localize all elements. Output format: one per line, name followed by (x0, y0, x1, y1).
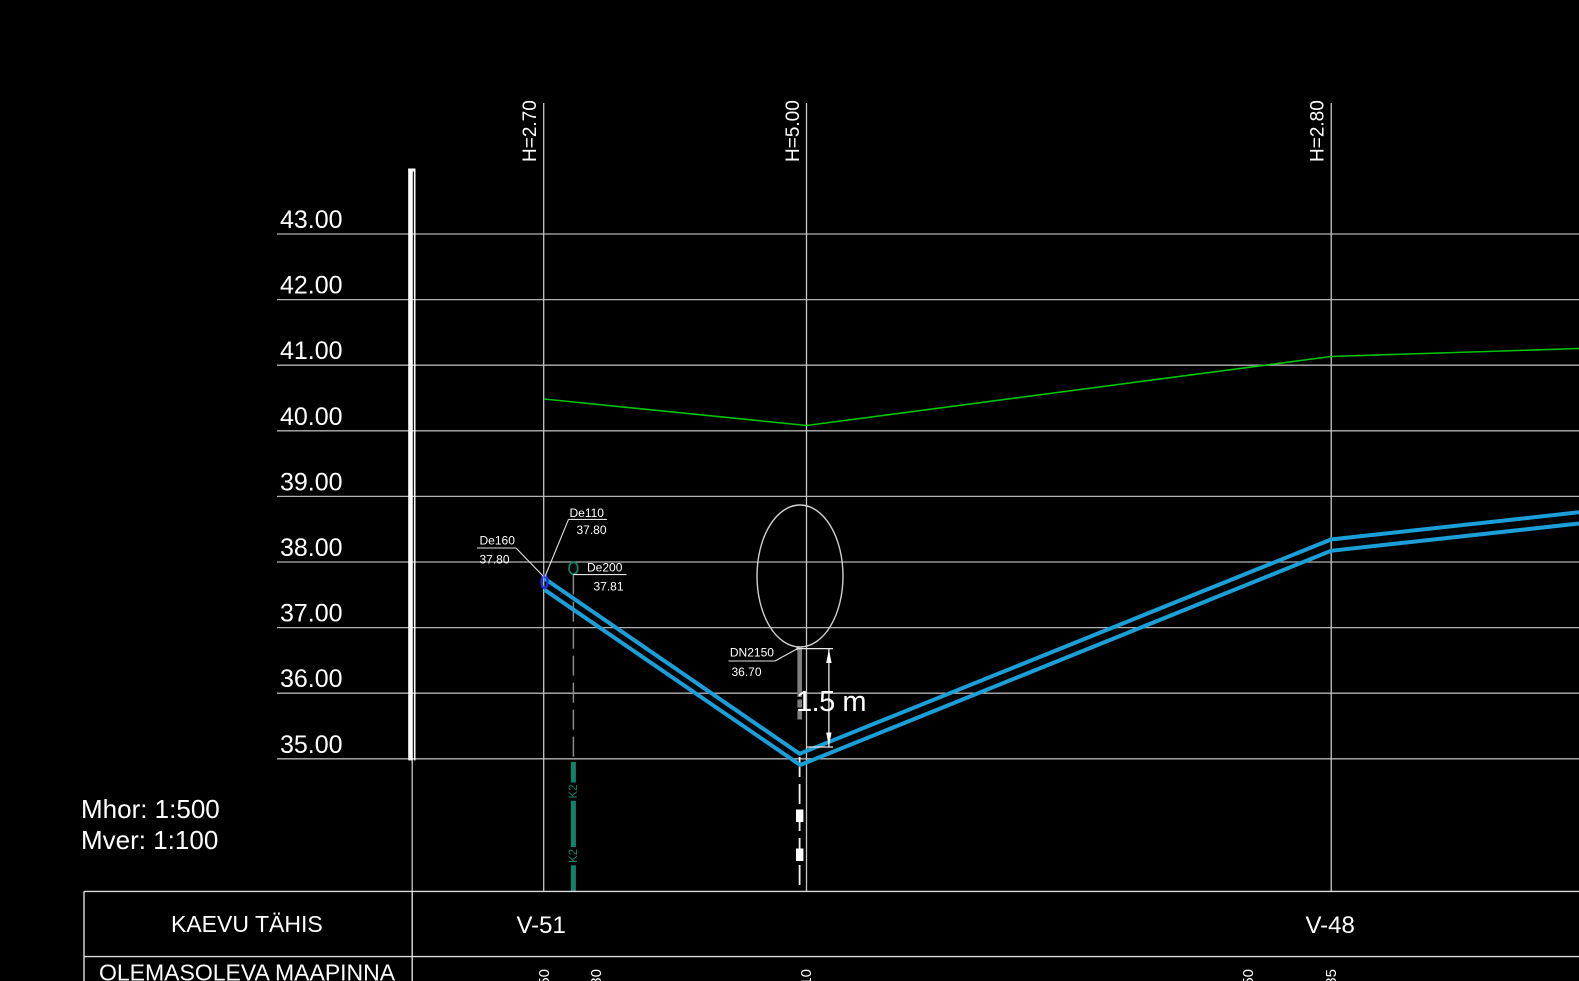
svg-text:H=2.70: H=2.70 (520, 100, 541, 162)
svg-text:K2: K2 (568, 849, 580, 863)
svg-text:35.00: 35.00 (280, 731, 343, 759)
svg-text:De200: De200 (587, 561, 623, 575)
svg-text:1.5 m: 1.5 m (796, 686, 866, 718)
svg-text:40.50: 40.50 (536, 969, 553, 981)
svg-text:OLEMASOLEVA MAAPINNA: OLEMASOLEVA MAAPINNA (99, 960, 396, 981)
svg-text:36.70: 36.70 (732, 665, 762, 679)
svg-text:40.00: 40.00 (280, 403, 343, 431)
svg-text:37.80: 37.80 (577, 523, 607, 537)
svg-text:K2: K2 (568, 784, 580, 798)
svg-text:H=5.00: H=5.00 (783, 100, 804, 162)
svg-text:36.00: 36.00 (280, 665, 343, 693)
svg-text:38.00: 38.00 (280, 534, 343, 562)
svg-text:V-48: V-48 (1306, 912, 1355, 939)
svg-text:V-51: V-51 (517, 912, 566, 939)
svg-text:H=2.80: H=2.80 (1308, 100, 1329, 162)
svg-text:39.00: 39.00 (280, 468, 343, 496)
svg-text:40.10: 40.10 (798, 969, 815, 981)
svg-text:37.81: 37.81 (594, 580, 624, 594)
svg-text:KAEVU TÄHIS: KAEVU TÄHIS (171, 911, 323, 937)
svg-text:De110: De110 (570, 506, 605, 520)
svg-text:41.50: 41.50 (1240, 969, 1257, 981)
svg-text:43.00: 43.00 (280, 206, 343, 234)
svg-text:41.35: 41.35 (1323, 969, 1340, 981)
svg-text:Mhor: 1:500: Mhor: 1:500 (81, 794, 220, 824)
svg-text:42.00: 42.00 (280, 272, 343, 300)
svg-text:40.30: 40.30 (588, 969, 605, 981)
svg-text:Mver: 1:100: Mver: 1:100 (81, 825, 218, 855)
svg-text:37.00: 37.00 (280, 600, 343, 628)
svg-text:37.80: 37.80 (480, 552, 510, 566)
svg-text:DN2150: DN2150 (730, 646, 774, 660)
svg-text:De160: De160 (480, 533, 516, 547)
svg-text:41.00: 41.00 (280, 337, 343, 365)
